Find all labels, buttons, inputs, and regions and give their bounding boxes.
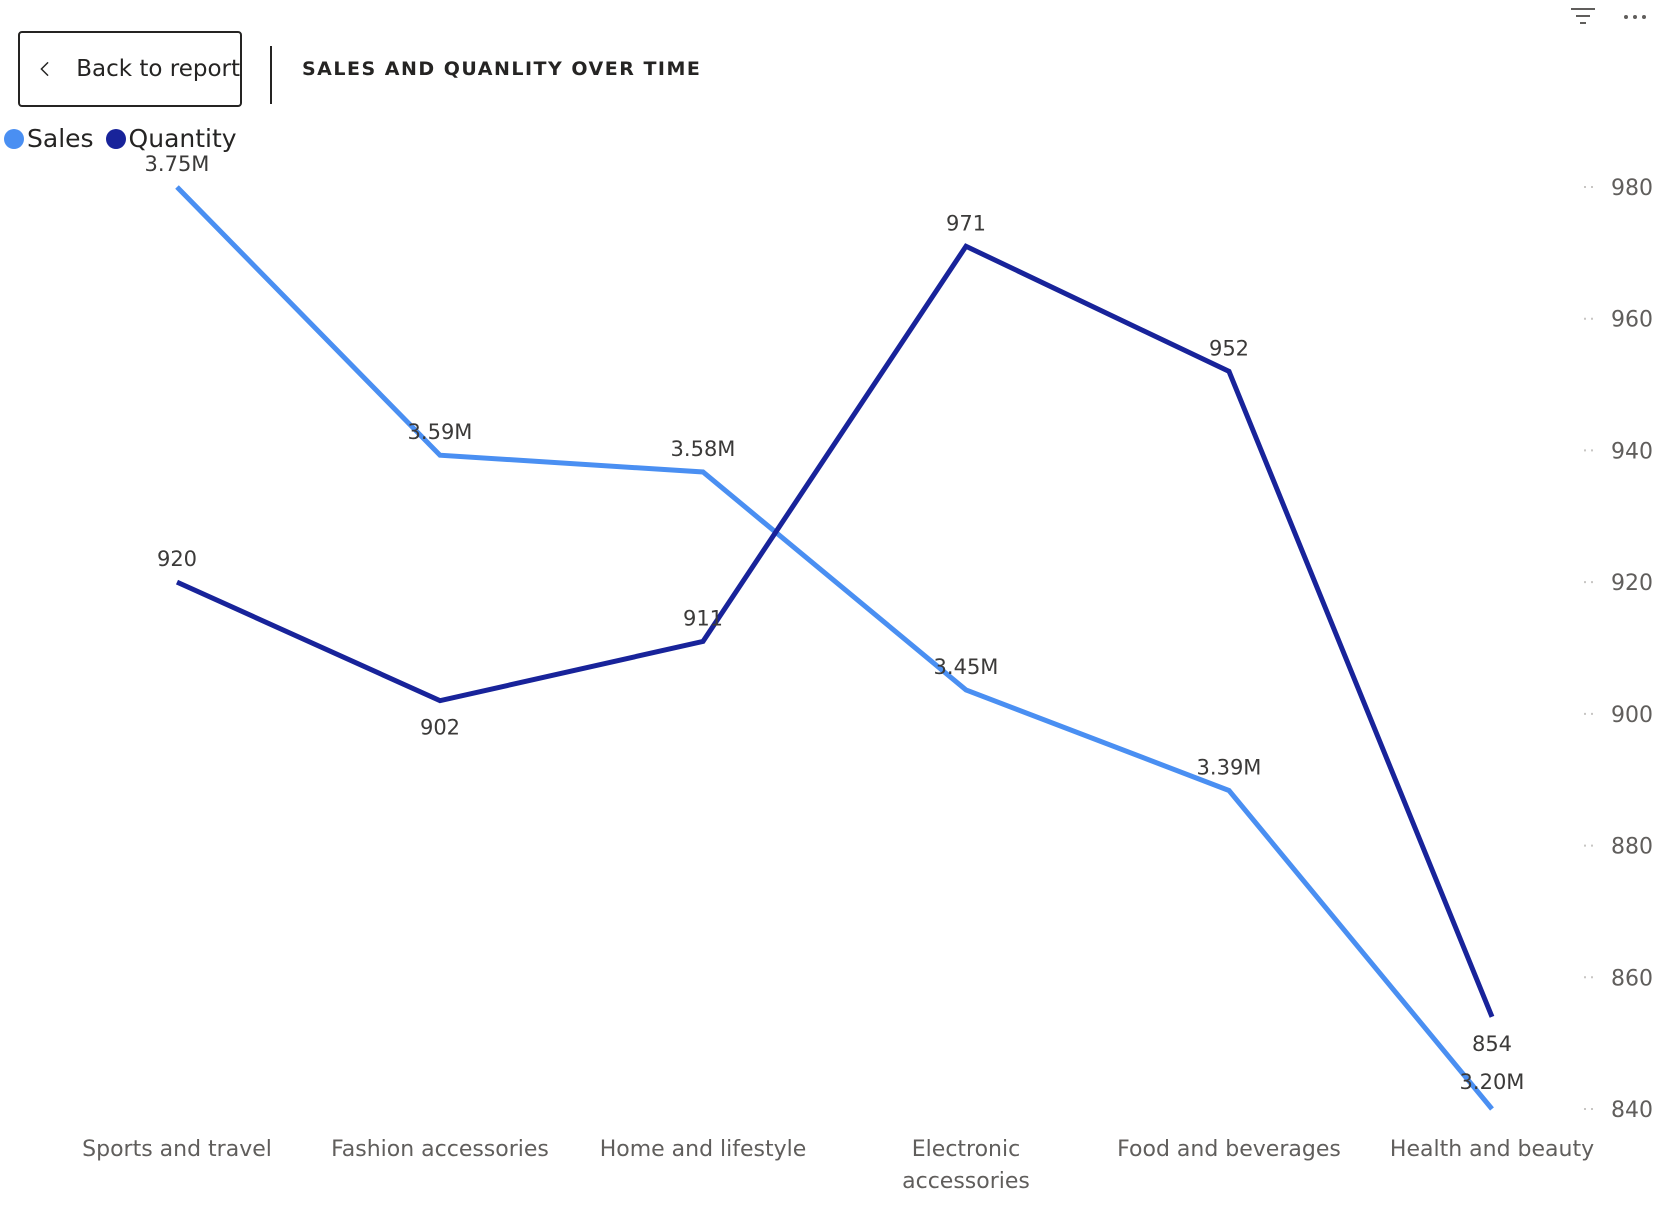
legend-dot-sales (4, 128, 24, 149)
legend-label-quantity: Quantity (128, 124, 237, 153)
y-right-tick-label: 860 (1611, 966, 1653, 991)
y-right-tick-label: 920 (1611, 571, 1653, 596)
legend-label-sales: Sales (27, 124, 94, 153)
x-tick-label: Electronic (912, 1137, 1020, 1162)
back-to-report-button[interactable]: Back to report (18, 31, 242, 107)
y-right-tick-label: 980 (1611, 176, 1653, 201)
data-label-sales: 3.59M (408, 420, 473, 444)
y-right-tick-label: 880 (1611, 835, 1653, 860)
data-label-quantity: 911 (683, 606, 723, 630)
data-label-quantity: 854 (1472, 1032, 1512, 1056)
header-divider (270, 46, 272, 104)
data-label-quantity: 952 (1209, 336, 1249, 360)
chevron-left-icon (40, 61, 49, 77)
x-tick-label: Home and lifestyle (600, 1137, 807, 1162)
data-label-sales: 3.45M (934, 655, 999, 679)
chart-title: SALES AND QUANLITY OVER TIME (302, 58, 702, 80)
y-right-tick-label: 840 (1611, 1098, 1653, 1123)
chart-legend: Sales Quantity (4, 124, 249, 153)
y-right-tick-label: 900 (1611, 703, 1653, 728)
x-tick-label: Sports and travel (82, 1137, 272, 1162)
series-line-sales (175, 185, 1494, 1111)
filter-icon[interactable] (1568, 4, 1598, 30)
x-tick-label: Fashion accessories (331, 1137, 549, 1162)
x-tick-label: accessories (902, 1169, 1030, 1194)
legend-item-quantity[interactable]: Quantity (105, 124, 237, 153)
x-tick-label: Food and beverages (1117, 1137, 1341, 1162)
back-to-report-label: Back to report (76, 56, 240, 82)
legend-dot-quantity (105, 128, 126, 149)
data-label-sales: 3.39M (1197, 755, 1262, 779)
x-tick-label: Health and beauty (1390, 1137, 1594, 1162)
data-label-quantity: 971 (946, 211, 986, 235)
series-line-quantity (175, 243, 1495, 1018)
data-label-quantity: 920 (157, 547, 197, 571)
data-label-sales: 3.75M (145, 152, 210, 176)
y-right-tick-label: 940 (1611, 439, 1653, 464)
y-right-tick-label: 960 (1611, 308, 1653, 333)
data-label-sales: 3.20M (1460, 1070, 1525, 1094)
data-label-quantity: 902 (420, 716, 460, 740)
more-options-icon[interactable] (1620, 4, 1650, 30)
legend-item-sales[interactable]: Sales (4, 124, 94, 153)
data-label-sales: 3.58M (671, 437, 736, 461)
